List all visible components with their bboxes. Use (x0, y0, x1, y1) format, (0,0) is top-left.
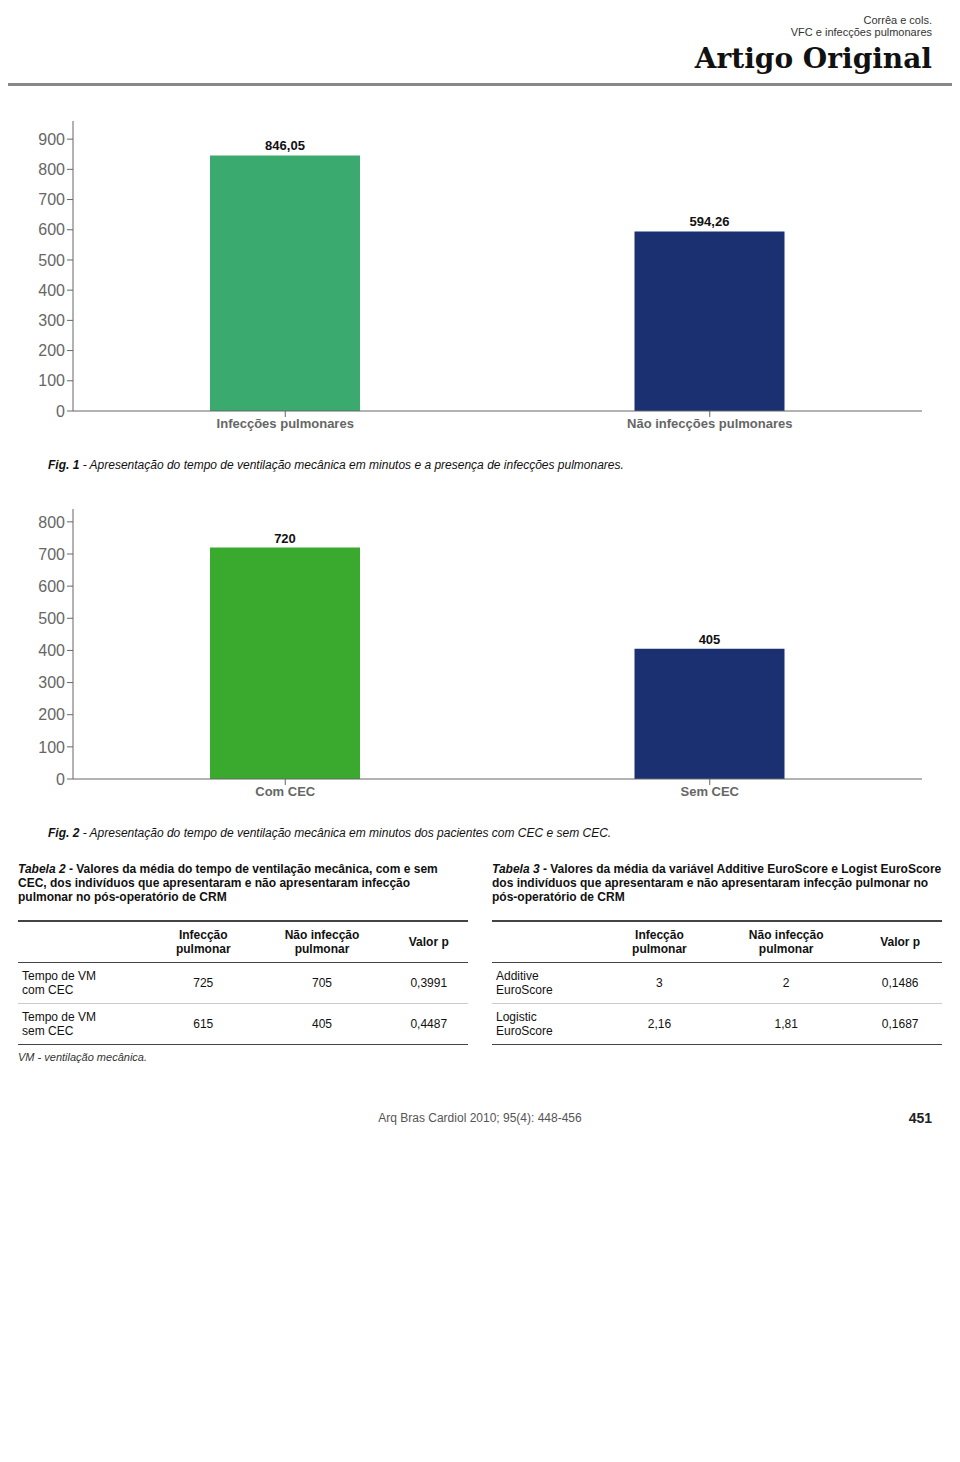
html-text:Additive EuroScore: Additive EuroScore (496, 969, 553, 997)
html-text:3: 3 (656, 976, 663, 990)
svg-text:100: 100 (38, 739, 65, 756)
svg-text:400: 400 (38, 642, 65, 659)
html-text:0,3991: 0,3991 (410, 976, 448, 990)
html-text:Corrêa e cols.: Corrêa e cols. (863, 14, 932, 26)
html-text:Tabela 3 - Valores da média da: Tabela 3 - Valores da média da variável … (492, 862, 945, 904)
html-text:Fig. 2 - Apresentação do tempo: Fig. 2 - Apresentação do tempo de ventil… (48, 826, 612, 840)
html-text:2: 2 (782, 976, 790, 990)
html-text:0,1486: 0,1486 (881, 976, 919, 990)
svg-text:0: 0 (56, 403, 65, 420)
svg-text:Infecções pulmonares: Infecções pulmonares (217, 416, 354, 431)
html-text:0,1687: 0,1687 (881, 1017, 919, 1031)
svg-text:300: 300 (38, 312, 65, 329)
svg-text:300: 300 (38, 674, 65, 691)
svg-text:100: 100 (38, 372, 65, 389)
html-text:Artigo Original: Artigo Original (694, 42, 932, 75)
html-text:725: 725 (193, 976, 214, 990)
html-text:1,81: 1,81 (774, 1017, 798, 1031)
svg-text:720: 720 (274, 531, 296, 546)
html-text:Não infecção pulmonar: Não infecção pulmonar (284, 928, 360, 956)
html-text:615: 615 (193, 1017, 214, 1031)
svg-text:600: 600 (38, 221, 65, 238)
html-text:Fig. 1 - Apresentação do tempo: Fig. 1 - Apresentação do tempo de ventil… (48, 458, 624, 472)
svg-text:846,05: 846,05 (265, 138, 305, 153)
html-text:Infecção pulmonar: Infecção pulmonar (175, 928, 231, 956)
html-text:Tabela 2 - Valores da média do: Tabela 2 - Valores da média do tempo de … (18, 862, 442, 904)
svg-text:0: 0 (56, 771, 65, 788)
html-text:451: 451 (908, 1110, 932, 1126)
html-text:405: 405 (312, 1017, 332, 1031)
html-text:Logistic EuroScore: Logistic EuroScore (496, 1010, 553, 1038)
html-text:0,4487: 0,4487 (410, 1017, 448, 1031)
html-text:Arq Bras Cardiol 2010; 95(4):: Arq Bras Cardiol 2010; 95(4): 448-456 (378, 1111, 582, 1125)
svg-text:Não infecções pulmonares: Não infecções pulmonares (627, 416, 792, 431)
svg-text:600: 600 (38, 578, 65, 595)
svg-text:Sem CEC: Sem CEC (680, 784, 739, 799)
html-text:VFC e infecções pulmonares: VFC e infecções pulmonares (790, 26, 932, 38)
html-text:Infecção pulmonar: Infecção pulmonar (632, 928, 687, 956)
html-text:705: 705 (312, 976, 332, 990)
svg-text:400: 400 (38, 282, 65, 299)
html-text:Tempo de VM sem CEC: Tempo de VM sem CEC (22, 1010, 96, 1038)
html-text:2,16: 2,16 (647, 1017, 672, 1031)
svg-text:405: 405 (699, 632, 721, 647)
svg-text:200: 200 (38, 706, 65, 723)
svg-text:700: 700 (38, 191, 65, 208)
html-text:Não infecção pulmonar: Não infecção pulmonar (748, 928, 824, 956)
html-text:Tempo de VM com CEC: Tempo de VM com CEC (22, 969, 96, 997)
svg-text:800: 800 (38, 161, 65, 178)
svg-text:200: 200 (38, 342, 65, 359)
svg-text:500: 500 (38, 610, 65, 627)
html-text:VM - ventilação mecânica.: VM - ventilação mecânica. (18, 1051, 147, 1063)
svg-text:900: 900 (38, 131, 65, 148)
svg-text:700: 700 (38, 546, 65, 563)
svg-text:800: 800 (38, 514, 65, 531)
svg-text:Com CEC: Com CEC (255, 784, 316, 799)
svg-text:594,26: 594,26 (690, 214, 730, 229)
svg-text:500: 500 (38, 252, 65, 269)
html-text:Valor p: Valor p (880, 935, 921, 949)
html-text:Valor p: Valor p (408, 935, 449, 949)
